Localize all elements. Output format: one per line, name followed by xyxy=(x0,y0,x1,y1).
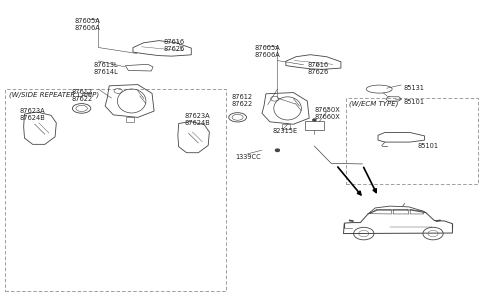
Text: 87623A
87624B: 87623A 87624B xyxy=(185,113,211,126)
Circle shape xyxy=(276,149,279,151)
Text: 87605A
87606A: 87605A 87606A xyxy=(254,45,280,58)
Text: 87612
87622: 87612 87622 xyxy=(231,94,252,107)
Text: 1339CC: 1339CC xyxy=(235,154,261,160)
Text: 82315E: 82315E xyxy=(273,128,298,134)
Circle shape xyxy=(313,119,316,121)
Text: 87650X
87660X: 87650X 87660X xyxy=(314,107,340,120)
Text: 85101: 85101 xyxy=(403,99,424,105)
Text: 87605A
87606A: 87605A 87606A xyxy=(74,18,100,31)
Text: (W/ECM TYPE): (W/ECM TYPE) xyxy=(349,100,399,107)
Bar xyxy=(5,89,226,291)
Text: 87623A
87624B: 87623A 87624B xyxy=(19,108,45,121)
Bar xyxy=(346,98,478,184)
Text: 85131: 85131 xyxy=(403,85,424,91)
Text: 87612
87622: 87612 87622 xyxy=(71,89,92,102)
Text: 87613L
87614L: 87613L 87614L xyxy=(94,62,119,75)
Text: 87616
87626: 87616 87626 xyxy=(307,62,328,75)
Bar xyxy=(305,121,324,130)
Text: (W/SIDE REPEATER LAMP): (W/SIDE REPEATER LAMP) xyxy=(9,91,99,98)
Text: 85101: 85101 xyxy=(418,143,439,148)
Text: 87616
87626: 87616 87626 xyxy=(163,39,184,52)
